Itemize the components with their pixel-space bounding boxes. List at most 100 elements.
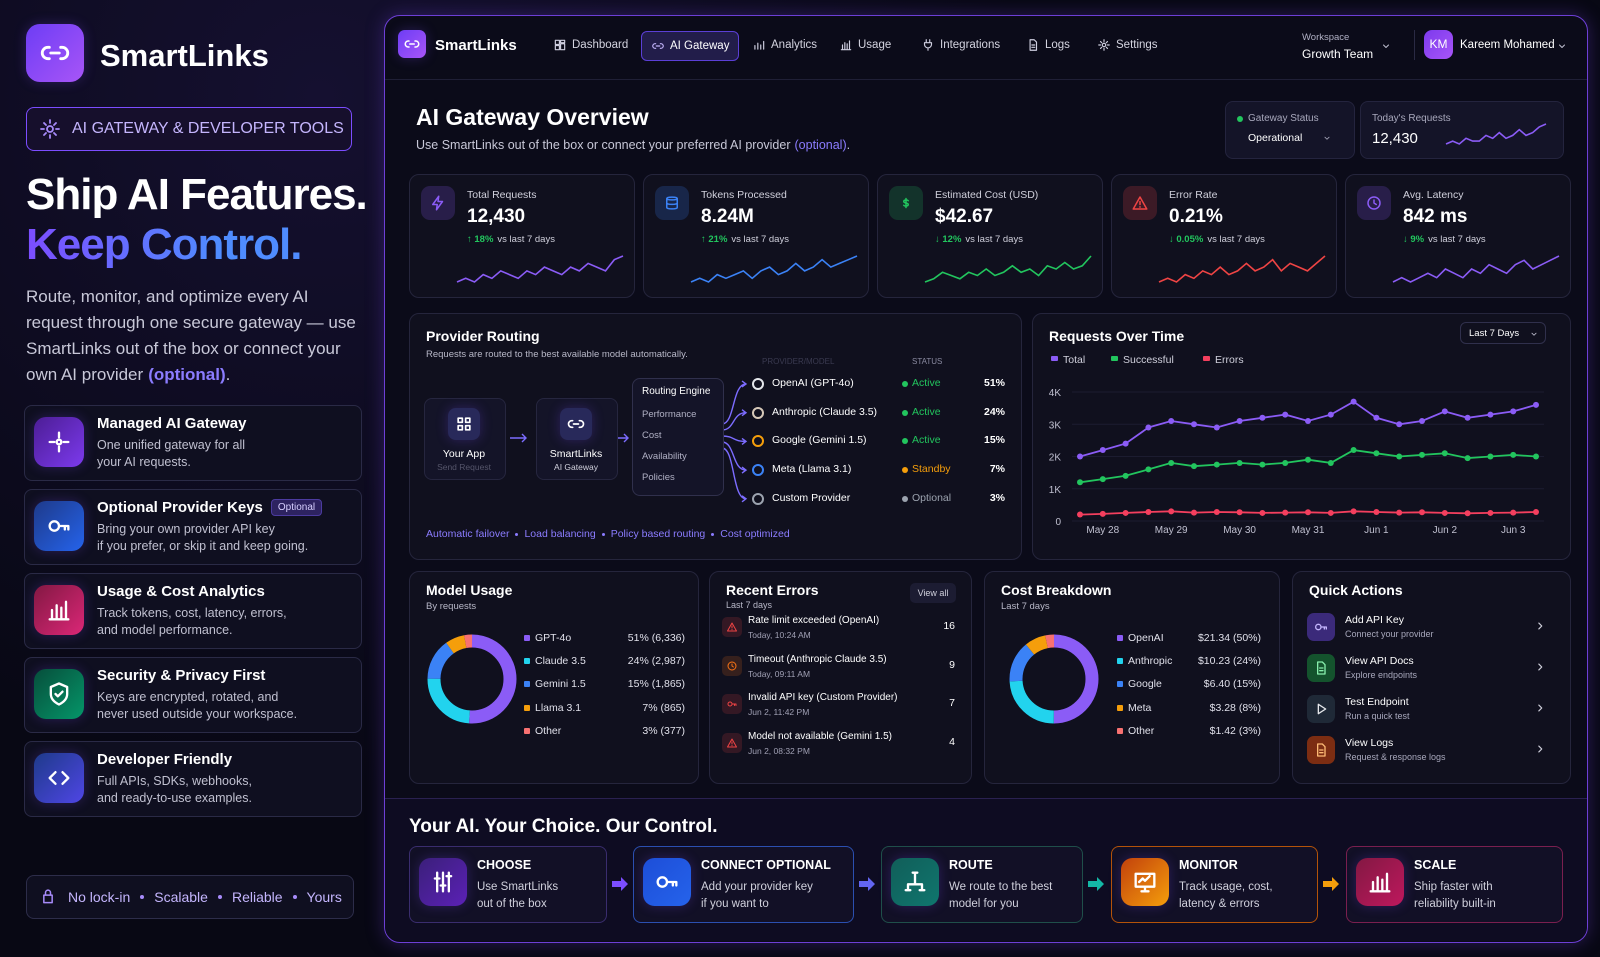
icon-shape [1134,872,1156,893]
icon [727,661,737,670]
icon [40,119,60,139]
user-name[interactable]: Kareem Mohamed [1460,39,1555,51]
icon [652,43,664,49]
data-point [1236,418,1243,425]
data-point [1441,509,1448,516]
legend-label: Errors [1215,354,1244,366]
nav-item[interactable]: Analytics [743,31,826,59]
sparkline [456,255,624,283]
icon-shape [48,600,70,621]
icon-shape [1383,44,1389,48]
today-label: Today's Requests [1372,113,1451,124]
kpi-value: 12,430 [467,206,526,227]
icon [1538,663,1543,671]
engine-item: Cost [642,430,662,441]
error-time: Jun 2, 11:42 PM [748,707,810,717]
x-tick-label: May 30 [1223,525,1256,536]
flow-label: SmartLinks [549,448,603,460]
x-tick-label: May 31 [1292,525,1325,536]
kpi-value: 8.24M [701,206,754,227]
icon-shape [1538,622,1543,630]
quick-icon [1307,736,1335,764]
icon-shape [1538,745,1543,753]
feature-desc: Keys are encrypted, rotated, and [97,690,279,704]
card-subtitle: Requests are routed to the best availabl… [426,349,688,360]
data-point [1419,418,1425,425]
icon [1369,872,1391,893]
nav-item[interactable]: AI Gateway [641,31,740,61]
nav-item[interactable]: Logs [1017,31,1079,59]
kpi-change: ↓ 9% [1403,234,1425,245]
view-all-button[interactable]: View all [910,583,956,603]
icon-box [34,585,84,635]
quick-action[interactable] [1301,608,1560,646]
arrow [510,433,527,443]
kpi-value: $42.67 [935,206,994,227]
status-dot [902,438,908,445]
data-point [1168,459,1175,466]
legend-value: 51% (6,336) [627,632,685,644]
icon-shape [1029,39,1038,51]
nav-label: Analytics [771,39,818,51]
step-desc: Use SmartLinks [477,881,559,893]
data-point [1282,459,1289,466]
feature-desc: Full APIs, SDKs, webhooks, [97,774,252,788]
y-tick-label: 2K [1049,453,1062,464]
icon [567,419,585,429]
icon-shape [1324,136,1330,140]
status-box[interactable] [1225,101,1355,159]
status-dot [902,495,908,502]
icon-shape [48,520,70,532]
data-point [1464,455,1471,462]
nav-separator [1414,30,1415,60]
icon-shape [666,196,678,210]
quick-icon [1307,613,1335,641]
kpi-value: 842 ms [1403,206,1468,227]
subtitle-link: (optional) [794,138,847,152]
legend-value: 3% (377) [642,724,685,737]
data-point [1441,450,1448,457]
provider-status: Active [912,377,941,389]
arrow [612,877,628,891]
kpi-change: ↑ 18% [467,234,494,245]
icon-box [1356,858,1404,906]
quick-title: View Logs [1345,737,1394,749]
error-count: 16 [943,620,955,632]
workspace-name[interactable]: Growth Team [1302,47,1374,61]
nav-item[interactable]: Integrations [912,31,1009,59]
icon [727,622,737,632]
range-dropdown[interactable]: Last 7 Days [1460,322,1546,344]
nav-item[interactable]: Settings [1088,31,1167,59]
icon-shape [40,45,70,61]
data-point [1533,401,1539,408]
legend-swatch [1117,727,1123,734]
data-point [1191,421,1197,428]
icon-shape [1315,623,1327,631]
error-time: Today, 09:11 AM [748,668,811,679]
provider-status: Active [912,405,941,418]
kpi-card [409,174,635,298]
icon-shape [1559,44,1565,48]
icon-box [448,408,480,440]
footer-items: No lock-in Scalable Reliable Yours [68,889,342,905]
quick-action[interactable] [1301,690,1560,728]
icon [903,197,909,209]
icon-shape [727,701,737,707]
nav-item[interactable]: Usage [830,31,900,59]
provider-name: OpenAI (GPT-4o) [772,377,854,389]
donut-segment [427,634,517,724]
icon [404,40,420,48]
kpi-label: Avg. Latency [1403,189,1464,201]
quick-action[interactable] [1301,731,1560,769]
kpi-change: ↑ 21% [701,234,728,245]
sparkline-line [456,255,624,283]
quick-action[interactable] [1301,649,1560,687]
avatar[interactable]: KM [1424,30,1453,59]
data-point [1122,472,1129,479]
feature-title: Security & Privacy First [97,667,266,684]
nav-item[interactable]: Dashboard [544,31,637,59]
sparkline [924,255,1092,283]
error-icon [722,732,742,753]
data-point [1259,509,1266,516]
badge-text: AI GATEWAY & DEVELOPER TOOLS [72,120,344,137]
